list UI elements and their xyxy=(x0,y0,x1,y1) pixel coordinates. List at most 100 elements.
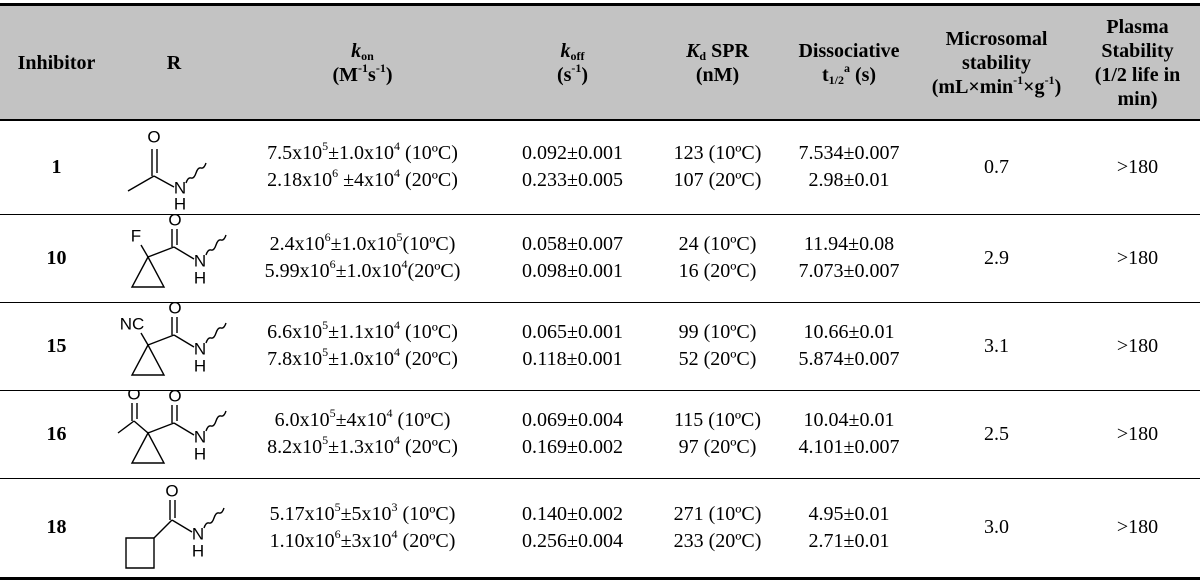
text: (10ºC) xyxy=(400,142,458,165)
t-cell: 10.04±0.01 4.101±0.007 xyxy=(780,390,918,479)
text: ±4x10 xyxy=(335,409,387,431)
text: 4.101±0.007 xyxy=(798,436,900,458)
text: 1.10x10 xyxy=(269,529,335,552)
cell-line: 2.98±0.01 xyxy=(780,167,918,194)
text: 7.5x10 xyxy=(267,142,323,165)
micro-cell: 3.1 xyxy=(918,302,1075,391)
kon-cell: 5.17x105±5x103 (10ºC) 1.10x106±3x104 (20º… xyxy=(235,478,490,580)
text: 4 xyxy=(394,433,401,447)
text: 6 xyxy=(332,166,339,181)
structure-cell: O N H xyxy=(113,120,235,215)
text: (10ºC) xyxy=(392,409,451,431)
text: 11.94±0.08 xyxy=(803,233,895,255)
kd-cell: 123 (10ºC) 107 (20ºC) xyxy=(655,120,780,215)
kon-cell: 6.6x105±1.1x104 (10ºC) 7.8x105±1.0x104 (2… xyxy=(235,302,490,391)
text: ×g xyxy=(1023,75,1045,98)
cell-line: t1/2a (s) xyxy=(780,60,918,87)
atom: N xyxy=(192,524,204,543)
text: 271 (10ºC) xyxy=(673,502,762,525)
cell-line: 97 (20ºC) xyxy=(655,434,780,461)
koff-cell: 0.140±0.002 0.256±0.004 xyxy=(490,478,655,580)
atom: O xyxy=(168,391,181,405)
plasma-cell: >180 xyxy=(1075,390,1200,479)
text: k xyxy=(560,39,571,62)
text: 4 xyxy=(394,318,401,332)
header-cell: Plasma Stability (1/2 life in min) xyxy=(1075,3,1200,121)
micro-cell: 2.5 xyxy=(918,390,1075,479)
cell-line: 4.101±0.007 xyxy=(780,434,918,461)
text: 7.534±0.007 xyxy=(798,142,900,165)
text: 6 xyxy=(324,230,331,244)
cell-line: 3.1 xyxy=(918,333,1075,360)
cell-line: 4.95±0.01 xyxy=(780,501,918,528)
cell-line: 0.058±0.007 xyxy=(490,231,655,258)
text: ) xyxy=(581,63,589,86)
t-cell: 10.66±0.01 5.874±0.007 xyxy=(780,302,918,391)
cell-line: 115 (10ºC) xyxy=(655,407,780,434)
cell-line: (nM) xyxy=(655,63,780,87)
text: >180 xyxy=(1116,246,1159,269)
text: >180 xyxy=(1116,155,1159,178)
koff-cell: 0.065±0.001 0.118±0.001 xyxy=(490,302,655,391)
text: Plasma xyxy=(1106,15,1169,38)
cell-line: koff xyxy=(490,39,655,63)
structure-cell: O N H xyxy=(113,478,235,580)
cell-line: Inhibitor xyxy=(0,51,113,75)
text: ±5x10 xyxy=(340,502,392,525)
atom: H xyxy=(194,444,206,463)
text: 99 (10ºC) xyxy=(678,321,757,343)
atom: H xyxy=(194,356,206,375)
text: 0.7 xyxy=(984,155,1009,178)
inhibitor-id: 16 xyxy=(0,390,113,479)
t-cell: 4.95±0.01 2.71±0.01 xyxy=(780,478,918,580)
text: 5 xyxy=(329,406,336,420)
text: (20ºC) xyxy=(400,169,458,192)
micro-cell: 3.0 xyxy=(918,478,1075,580)
cell-line: 11.94±0.08 xyxy=(780,231,918,258)
cell-line: kon xyxy=(235,39,490,63)
cell-line: 123 (10ºC) xyxy=(655,140,780,167)
structure-cell: F O N H xyxy=(113,214,235,303)
text: -1 xyxy=(571,60,582,75)
text: Inhibitor xyxy=(17,51,96,74)
cell-line: 3.0 xyxy=(918,514,1075,541)
atom: N xyxy=(194,339,206,358)
cell-line: 271 (10ºC) xyxy=(655,501,780,528)
text: 5 xyxy=(322,318,329,332)
text: 4 xyxy=(391,526,398,541)
text: k xyxy=(351,39,362,62)
text: R xyxy=(166,51,182,74)
koff-cell: 0.092±0.001 0.233±0.005 xyxy=(490,120,655,215)
cell-line: 99 (10ºC) xyxy=(655,319,780,346)
cell-line: stability xyxy=(918,51,1075,75)
text: 4 xyxy=(394,166,401,181)
atom: N xyxy=(194,427,206,446)
text: (s xyxy=(556,63,572,86)
micro-cell: 2.9 xyxy=(918,214,1075,303)
text: 0.256±0.004 xyxy=(522,529,623,552)
cell-line: 2.71±0.01 xyxy=(780,528,918,555)
text: t xyxy=(821,63,829,86)
text: (1/2 life in xyxy=(1094,63,1181,86)
text: 3.0 xyxy=(984,516,1009,538)
table-row: 1 O N H 7.5x105±1.0x104 (10ºC) 2.18x106 ±… xyxy=(0,120,1200,215)
cell-line: Stability xyxy=(1075,39,1200,63)
atom: O xyxy=(168,215,181,229)
text: (20ºC) xyxy=(400,348,458,370)
text: 8.2x10 xyxy=(267,436,323,458)
text: 123 (10ºC) xyxy=(673,142,762,165)
text: K xyxy=(686,39,700,62)
text: (10ºC) xyxy=(402,233,456,255)
text: stability xyxy=(962,51,1031,74)
cell-line: >180 xyxy=(1075,245,1200,272)
text: 5 xyxy=(334,499,341,514)
cell-line: 0.065±0.001 xyxy=(490,319,655,346)
t-cell: 7.534±0.007 2.98±0.01 xyxy=(780,120,918,215)
text: a xyxy=(843,60,850,75)
text: 4.95±0.01 xyxy=(808,502,890,525)
text: 5 xyxy=(322,139,329,154)
plasma-cell: >180 xyxy=(1075,120,1200,215)
cell-line: 6.6x105±1.1x104 (10ºC) xyxy=(235,319,490,346)
cell-line: 0.7 xyxy=(918,154,1075,181)
cell-line: 7.534±0.007 xyxy=(780,140,918,167)
